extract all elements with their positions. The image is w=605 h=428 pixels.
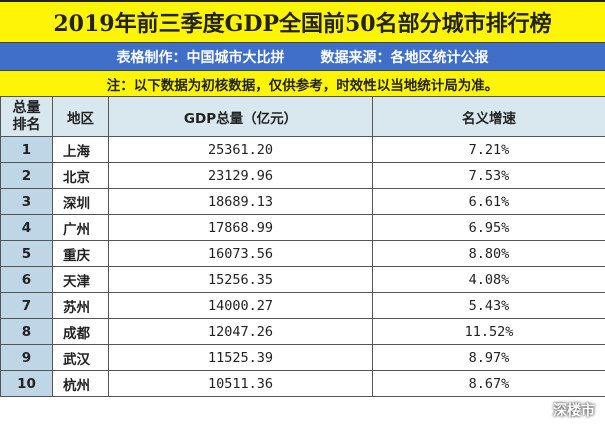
gdp-cell: 18689.13 xyxy=(108,188,373,215)
growth-cell: 6.61% xyxy=(372,188,605,215)
rank-cell: 1 xyxy=(0,136,53,163)
rank-cell: 8 xyxy=(0,318,53,345)
growth-cell: 7.21% xyxy=(372,136,605,163)
credit-bar: 表格制作：中国城市大比拼 数据来源：各地区统计公报 xyxy=(0,42,605,70)
credit-source: 数据来源：各地区统计公报 xyxy=(320,49,489,66)
table-row: 2 北京 23129.96 7.53% xyxy=(0,162,605,189)
header-growth: 名义增速 xyxy=(372,96,605,137)
growth-cell: 8.97% xyxy=(372,344,605,371)
header-rank-label: 总量 排名 xyxy=(12,99,41,133)
region-cell: 广州 xyxy=(52,214,109,241)
gdp-cell: 11525.39 xyxy=(108,344,373,371)
table-row: 7 苏州 14000.27 5.43% xyxy=(0,292,605,319)
table-row: 5 重庆 16073.56 8.80% xyxy=(0,240,605,267)
rank-cell: 4 xyxy=(0,214,53,241)
gdp-cell: 16073.56 xyxy=(108,240,373,267)
rank-cell: 5 xyxy=(0,240,53,267)
region-cell: 北京 xyxy=(52,162,109,189)
gdp-cell: 17868.99 xyxy=(108,214,373,241)
region-cell: 武汉 xyxy=(52,344,109,371)
region-cell: 苏州 xyxy=(52,292,109,319)
table-body: 1 上海 25361.20 7.21% 2 北京 23129.96 7.53% … xyxy=(0,136,605,397)
gdp-cell: 23129.96 xyxy=(108,162,373,189)
growth-cell: 7.53% xyxy=(372,162,605,189)
growth-cell: 8.80% xyxy=(372,240,605,267)
table-row: 3 深圳 18689.13 6.61% xyxy=(0,188,605,215)
growth-cell: 4.08% xyxy=(372,266,605,293)
gdp-cell: 14000.27 xyxy=(108,292,373,319)
gdp-cell: 15256.35 xyxy=(108,266,373,293)
growth-cell: 8.67% xyxy=(372,370,605,397)
rank-cell: 6 xyxy=(0,266,53,293)
growth-cell: 5.43% xyxy=(372,292,605,319)
rank-cell: 2 xyxy=(0,162,53,189)
region-cell: 天津 xyxy=(52,266,109,293)
table-row: 6 天津 15256.35 4.08% xyxy=(0,266,605,293)
table-row: 8 成都 12047.26 11.52% xyxy=(0,318,605,345)
table-row: 10 杭州 10511.36 8.67% xyxy=(0,370,605,397)
rank-cell: 10 xyxy=(0,370,53,397)
note-bar: 注：以下数据为初核数据，仅供参考，时效性以当地统计局为准。 xyxy=(0,70,605,96)
growth-cell: 6.95% xyxy=(372,214,605,241)
rank-cell: 3 xyxy=(0,188,53,215)
region-cell: 成都 xyxy=(52,318,109,345)
watermark: 深楼市 xyxy=(527,400,595,420)
region-cell: 重庆 xyxy=(52,240,109,267)
header-region: 地区 xyxy=(52,96,109,137)
ranking-table: 总量 排名 地区 GDP总量（亿元） 名义增速 1 上海 25361.20 7.… xyxy=(0,96,605,397)
region-cell: 深圳 xyxy=(52,188,109,215)
gdp-cell: 12047.26 xyxy=(108,318,373,345)
rank-cell: 7 xyxy=(0,292,53,319)
credit-maker: 表格制作：中国城市大比拼 xyxy=(116,49,285,66)
gdp-cell: 10511.36 xyxy=(108,370,373,397)
growth-cell: 11.52% xyxy=(372,318,605,345)
rank-cell: 9 xyxy=(0,344,53,371)
header-gdp: GDP总量（亿元） xyxy=(108,96,373,137)
header-rank: 总量 排名 xyxy=(0,96,53,137)
table-row: 1 上海 25361.20 7.21% xyxy=(0,136,605,163)
table-row: 4 广州 17868.99 6.95% xyxy=(0,214,605,241)
page-title: 2019年前三季度GDP全国前50名部分城市排行榜 xyxy=(0,0,605,42)
gdp-cell: 25361.20 xyxy=(108,136,373,163)
table-row: 9 武汉 11525.39 8.97% xyxy=(0,344,605,371)
watermark-text: 深楼市 xyxy=(553,403,595,419)
region-cell: 杭州 xyxy=(52,370,109,397)
table-header-row: 总量 排名 地区 GDP总量（亿元） 名义增速 xyxy=(0,96,605,137)
wechat-icon xyxy=(527,401,549,419)
region-cell: 上海 xyxy=(52,136,109,163)
